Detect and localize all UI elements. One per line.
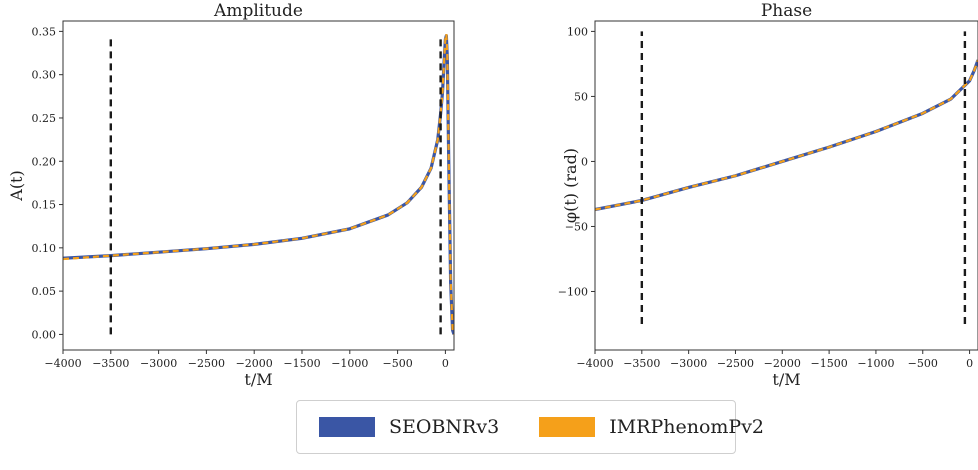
phase-axes-frame [594, 20, 978, 351]
amplitude-chart: −4000 −3500 −3000 −2500 −2000 −1500 −1000 −500 0… [7, 1, 455, 389]
amplitude-xtick-label-2: −3000 [140, 357, 177, 370]
amplitude-xtick-label-7: −500 [382, 357, 412, 370]
amplitude-xtick-label-1: −3500 [92, 357, 129, 370]
phase-xtick-label-7: −500 [908, 357, 938, 370]
phase-series-seobnrv3 [595, 59, 978, 212]
amplitude-ytick-label-6: 0.30 [32, 69, 57, 82]
legend-label-seobnrv3: SEOBNRv3 [389, 416, 500, 438]
phase-ytick-label-1: −50 [565, 220, 588, 233]
amplitude-ytick-label-0: 0.00 [32, 328, 57, 341]
amplitude-ytick-label-3: 0.15 [32, 199, 57, 212]
amplitude-xlabel: t/M [244, 370, 272, 389]
phase-xtick-label-0: −4000 [576, 357, 613, 370]
phase-series-imrphenompv2 [595, 59, 978, 211]
phase-title: Phase [761, 1, 812, 21]
amplitude-xtick-label-6: −1000 [331, 357, 368, 370]
phase-xtick-label-3: −2500 [717, 357, 754, 370]
amplitude-ytick-label-1: 0.05 [32, 285, 57, 298]
amplitude-ytick-label-7: 0.35 [32, 25, 57, 38]
phase-ytick-label-4: 100 [567, 25, 588, 38]
amplitude-ytick-label-5: 0.25 [32, 112, 57, 125]
amplitude-axes-frame [62, 20, 455, 351]
legend-swatch-imrphenompv2 [539, 417, 596, 437]
phase-xtick-label-2: −3000 [670, 357, 707, 370]
legend: SEOBNRv3 IMRPhenomPv2 [296, 400, 764, 454]
amplitude-xtick-label-8: 0 [442, 357, 449, 370]
phase-xtick-label-8: 0 [966, 357, 973, 370]
phase-ylabel: φ(t) (rad) [561, 148, 580, 223]
phase-chart: −4000 −3500 −3000 −2500 −2000 −1500 −1000 −500 0… [558, 1, 978, 389]
amplitude-xtick-label-5: −1500 [283, 357, 320, 370]
amplitude-series-seobnrv3 [63, 34, 454, 335]
amplitude-xtick-label-4: −2000 [236, 357, 273, 370]
amplitude-series-imrphenompv2 [63, 32, 454, 335]
amplitude-xtick-label-3: −2500 [188, 357, 225, 370]
phase-xtick-label-4: −2000 [764, 357, 801, 370]
phase-xtick-label-1: −3500 [623, 357, 660, 370]
legend-item-seobnrv3: SEOBNRv3 [319, 416, 499, 438]
phase-ytick-label-2: 0 [581, 155, 588, 168]
amplitude-xtick-label-0: −4000 [44, 357, 81, 370]
phase-xtick-label-6: −1000 [857, 357, 894, 370]
phase-ytick-label-3: 50 [574, 90, 588, 103]
phase-ytick-label-0: −100 [558, 285, 588, 298]
amplitude-title: Amplitude [213, 1, 303, 21]
phase-xlabel: t/M [772, 370, 800, 389]
amplitude-ylabel: A(t) [7, 170, 26, 201]
legend-label-imrphenompv2: IMRPhenomPv2 [609, 416, 765, 438]
amplitude-ytick-label-4: 0.20 [32, 155, 57, 168]
legend-item-imrphenompv2: IMRPhenomPv2 [539, 416, 764, 438]
phase-xtick-label-5: −1500 [810, 357, 847, 370]
legend-swatch-seobnrv3 [319, 417, 375, 437]
amplitude-ytick-label-2: 0.10 [32, 242, 57, 255]
